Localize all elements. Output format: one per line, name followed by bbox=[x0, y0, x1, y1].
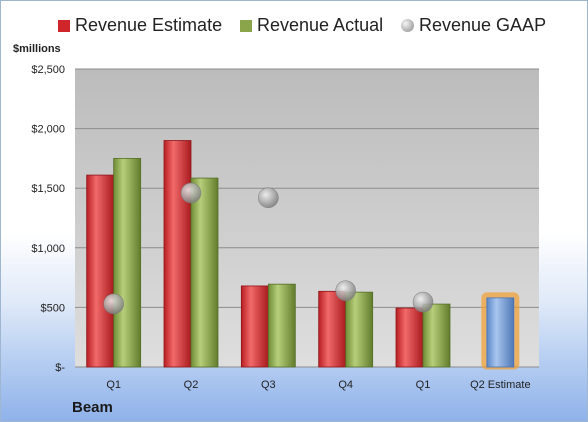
plot-area bbox=[75, 69, 539, 367]
bar-revenue-estimate bbox=[486, 297, 515, 368]
company-name: Beam bbox=[72, 399, 113, 416]
legend-label-estimate: Revenue Estimate bbox=[75, 15, 223, 35]
marker-revenue-gaap bbox=[258, 187, 279, 209]
legend-item-revenue-estimate: Revenue Estimate bbox=[58, 15, 222, 36]
marker-revenue-gaap bbox=[412, 291, 434, 313]
bar-revenue-estimate bbox=[163, 140, 192, 368]
bar-revenue-estimate bbox=[395, 307, 424, 368]
y-tick-label: $2,500 bbox=[31, 64, 65, 76]
legend-label-actual: Revenue Actual bbox=[257, 15, 384, 35]
bar-revenue-actual bbox=[422, 303, 451, 368]
bar-revenue-actual bbox=[113, 157, 142, 368]
legend-item-revenue-actual: Revenue Actual bbox=[240, 15, 383, 36]
y-tick-label: $500 bbox=[41, 302, 65, 314]
bar-revenue-actual bbox=[190, 177, 219, 368]
x-tick-label: Q3 bbox=[261, 379, 276, 391]
legend-swatch-actual bbox=[240, 19, 252, 32]
marker-revenue-gaap bbox=[335, 280, 356, 302]
x-tick-label: Q2 Estimate bbox=[470, 379, 531, 391]
bar-revenue-estimate bbox=[318, 290, 347, 368]
marker-revenue-gaap bbox=[180, 182, 202, 204]
y-tick-label: $- bbox=[55, 362, 65, 374]
bar-revenue-estimate bbox=[240, 285, 269, 368]
y-tick-label: $1,500 bbox=[31, 183, 65, 195]
marker-revenue-gaap bbox=[103, 293, 124, 315]
legend: Revenue Estimate Revenue Actual Revenue … bbox=[1, 15, 587, 45]
legend-marker-gaap bbox=[401, 19, 414, 32]
y-tick-label: $1,000 bbox=[31, 243, 65, 255]
bar-revenue-estimate bbox=[86, 174, 115, 368]
x-tick-label: Q1 bbox=[416, 379, 431, 391]
legend-item-revenue-gaap: Revenue GAAP bbox=[401, 15, 546, 36]
legend-swatch-estimate bbox=[58, 19, 70, 32]
x-tick-label: Q4 bbox=[338, 379, 353, 391]
y-tick-label: $2,000 bbox=[31, 124, 65, 136]
bar-revenue-actual bbox=[345, 291, 374, 368]
x-tick-label: Q2 bbox=[184, 379, 199, 391]
bar-revenue-actual bbox=[267, 283, 296, 368]
y-axis-unit-label: $millions bbox=[13, 43, 61, 55]
x-tick-label: Q1 bbox=[106, 379, 121, 391]
legend-label-gaap: Revenue GAAP bbox=[419, 15, 547, 35]
